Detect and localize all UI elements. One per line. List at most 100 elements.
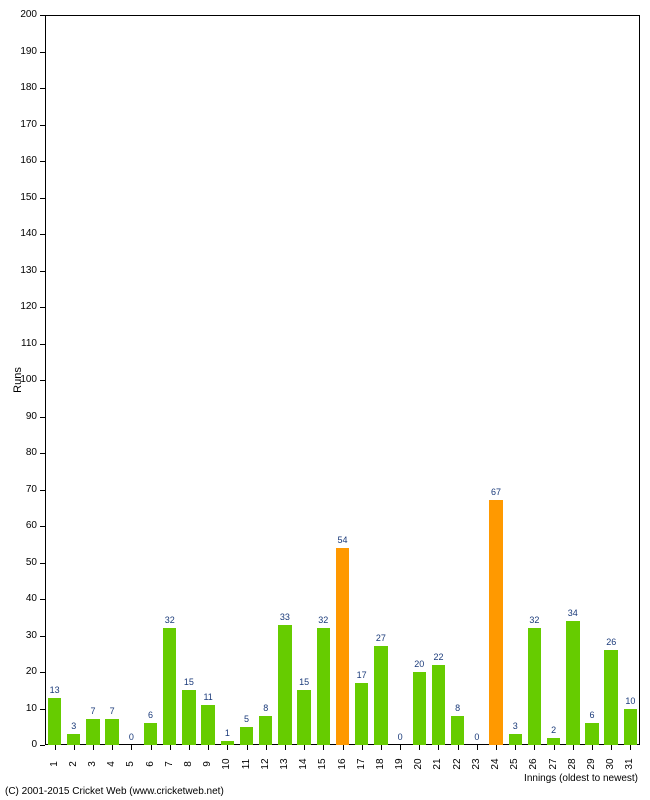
x-tick-label: 9 — [203, 756, 213, 772]
bar — [278, 625, 291, 745]
y-tick-mark — [40, 125, 45, 126]
y-tick-mark — [40, 88, 45, 89]
bar-value-label: 5 — [235, 715, 259, 724]
bar — [297, 690, 310, 745]
bar-value-label: 27 — [369, 634, 393, 643]
y-tick-label: 150 — [0, 193, 37, 203]
x-tick-label: 3 — [88, 756, 98, 772]
x-tick-label: 23 — [472, 756, 482, 772]
y-tick-mark — [40, 161, 45, 162]
y-tick-label: 80 — [0, 448, 37, 458]
x-tick-label: 27 — [549, 756, 559, 772]
bar — [509, 734, 522, 745]
chart-container: 0102030405060708090100110120130140150160… — [0, 0, 650, 800]
y-tick-mark — [40, 636, 45, 637]
x-tick-mark — [534, 745, 535, 750]
x-tick-mark — [304, 745, 305, 750]
bar-value-label: 2 — [542, 726, 566, 735]
bar — [317, 628, 330, 745]
bar-value-label: 32 — [522, 616, 546, 625]
bar — [547, 738, 560, 745]
bar — [182, 690, 195, 745]
bar-value-label: 8 — [446, 704, 470, 713]
y-tick-label: 120 — [0, 302, 37, 312]
x-tick-label: 14 — [299, 756, 309, 772]
bar — [67, 734, 80, 745]
x-tick-label: 29 — [587, 756, 597, 772]
bar-value-label: 67 — [484, 488, 508, 497]
y-tick-mark — [40, 709, 45, 710]
x-tick-label: 30 — [606, 756, 616, 772]
bar — [624, 709, 637, 746]
bar-value-label: 6 — [580, 711, 604, 720]
plot-area — [45, 15, 640, 745]
x-axis-label: Innings (oldest to newest) — [524, 773, 638, 784]
x-tick-mark — [400, 745, 401, 750]
bar-value-label: 3 — [62, 722, 86, 731]
bar — [604, 650, 617, 745]
y-tick-label: 200 — [0, 10, 37, 20]
y-axis-label: Runs — [12, 367, 24, 393]
x-tick-mark — [438, 745, 439, 750]
x-tick-label: 8 — [184, 756, 194, 772]
y-tick-label: 70 — [0, 485, 37, 495]
y-tick-mark — [40, 417, 45, 418]
x-tick-mark — [611, 745, 612, 750]
y-tick-label: 140 — [0, 229, 37, 239]
x-tick-label: 31 — [625, 756, 635, 772]
bar-value-label: 32 — [311, 616, 335, 625]
bar — [374, 646, 387, 745]
bar-value-label: 1 — [215, 729, 239, 738]
x-tick-label: 12 — [261, 756, 271, 772]
y-tick-mark — [40, 234, 45, 235]
x-tick-mark — [93, 745, 94, 750]
x-tick-mark — [151, 745, 152, 750]
x-tick-label: 10 — [222, 756, 232, 772]
x-tick-mark — [458, 745, 459, 750]
x-tick-mark — [362, 745, 363, 750]
x-tick-label: 5 — [126, 756, 136, 772]
y-tick-mark — [40, 380, 45, 381]
x-tick-mark — [477, 745, 478, 750]
x-tick-label: 7 — [165, 756, 175, 772]
x-tick-label: 4 — [107, 756, 117, 772]
x-tick-mark — [247, 745, 248, 750]
bar — [163, 628, 176, 745]
x-tick-label: 20 — [414, 756, 424, 772]
y-tick-label: 90 — [0, 412, 37, 422]
y-tick-mark — [40, 490, 45, 491]
bar-value-label: 10 — [618, 697, 642, 706]
x-tick-mark — [592, 745, 593, 750]
footer-copyright: (C) 2001-2015 Cricket Web (www.cricketwe… — [5, 786, 224, 797]
bar — [240, 727, 253, 745]
y-tick-label: 30 — [0, 631, 37, 641]
x-tick-label: 19 — [395, 756, 405, 772]
y-tick-mark — [40, 15, 45, 16]
x-tick-label: 13 — [280, 756, 290, 772]
x-tick-label: 16 — [338, 756, 348, 772]
bar-value-label: 22 — [426, 653, 450, 662]
bar — [489, 500, 502, 745]
y-tick-mark — [40, 672, 45, 673]
y-tick-label: 20 — [0, 667, 37, 677]
y-tick-label: 180 — [0, 83, 37, 93]
bar-value-label: 0 — [388, 733, 412, 742]
y-tick-mark — [40, 344, 45, 345]
bar-value-label: 11 — [196, 693, 220, 702]
bar-value-label: 8 — [254, 704, 278, 713]
bar — [201, 705, 214, 745]
bar-value-label: 32 — [158, 616, 182, 625]
x-tick-label: 15 — [318, 756, 328, 772]
bar — [355, 683, 368, 745]
bar — [413, 672, 426, 745]
y-tick-label: 50 — [0, 558, 37, 568]
bar — [566, 621, 579, 745]
x-tick-mark — [55, 745, 56, 750]
bar-value-label: 15 — [292, 678, 316, 687]
bar — [105, 719, 118, 745]
y-tick-mark — [40, 745, 45, 746]
y-tick-mark — [40, 271, 45, 272]
y-tick-mark — [40, 52, 45, 53]
y-tick-label: 10 — [0, 704, 37, 714]
bar — [528, 628, 541, 745]
